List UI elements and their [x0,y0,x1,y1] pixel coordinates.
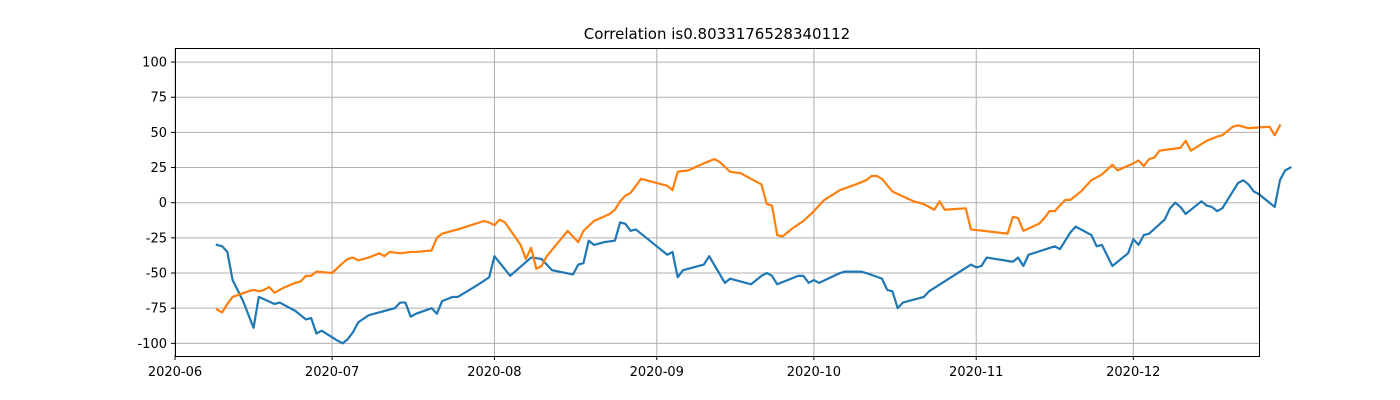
x-tick-label: 2020-08 [467,365,521,380]
x-tick-label: 2020-11 [949,365,1003,380]
x-tick-label: 2020-09 [630,365,684,380]
y-tick-label: 0 [159,196,167,211]
plot-area-frame [175,48,1260,357]
y-tick-label: -50 [146,267,167,282]
chart-title: Correlation is0.8033176528340112 [584,25,850,43]
y-tick-label: 75 [150,91,167,106]
x-tick-label: 2020-12 [1106,365,1160,380]
x-tick-label: 2020-10 [787,365,841,380]
y-tick-label: -25 [146,231,167,246]
series-lines [215,123,1292,345]
y-axis-ticks: 100 75 50 25 0 -25 -50 -75 -100 [137,56,175,352]
y-tick-label: 25 [150,161,167,176]
series-line-1 [215,166,1292,345]
x-tick-label: 2020-06 [148,365,202,380]
y-tick-label: -75 [146,302,167,317]
series-line-2 [215,123,1282,314]
grid-lines [174,48,1259,356]
x-axis-ticks: 2020-06 2020-07 2020-08 2020-09 2020-10 2020-… [148,356,1160,380]
y-tick-label: 100 [142,56,167,71]
x-tick-label: 2020-07 [305,365,359,380]
y-tick-label: -100 [137,337,167,352]
y-tick-label: 50 [150,126,167,141]
